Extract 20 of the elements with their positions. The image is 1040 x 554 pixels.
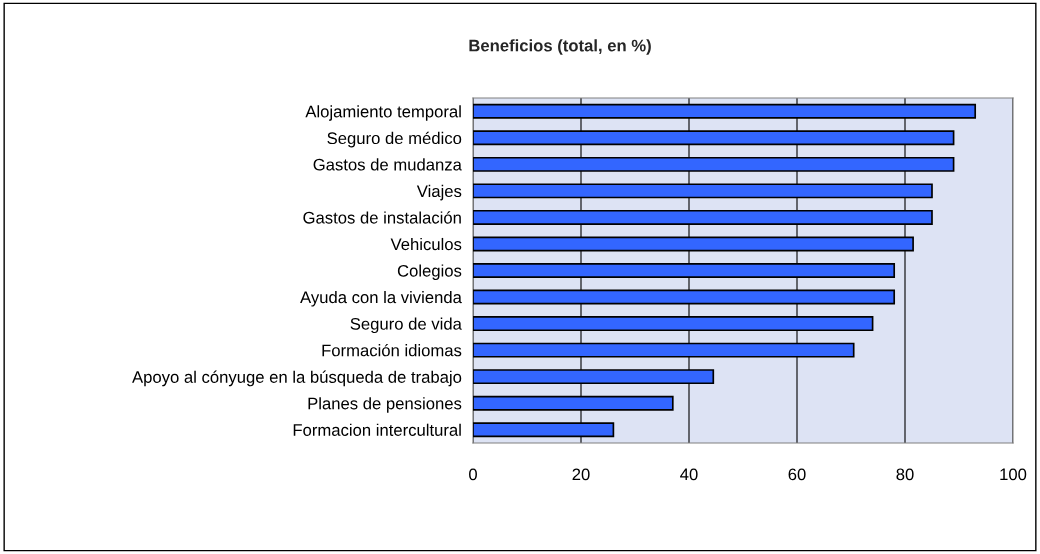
y-tick-label: Formación idiomas <box>322 343 462 357</box>
y-tick-label: Vehiculos <box>390 237 462 251</box>
y-tick-label: Alojamiento temporal <box>305 105 461 121</box>
x-tick-label: 100 <box>1000 468 1027 481</box>
y-tick-label: Seguro de médico <box>327 131 462 148</box>
x-tick-label: 0 <box>469 468 477 481</box>
x-tick-label: 20 <box>572 468 590 481</box>
x-tick-label: 60 <box>788 468 806 481</box>
y-tick-label: Ayuda con la vivienda <box>300 291 462 307</box>
y-tick-label: Colegios <box>397 264 462 280</box>
y-tick-label: Gastos de mudanza <box>313 158 462 171</box>
y-tick-label: Seguro de vida <box>350 317 462 334</box>
chart-title: Beneficios (total, en %) <box>469 39 651 55</box>
y-tick-label: Formacion intercultural <box>293 423 461 436</box>
x-tick-label: 80 <box>896 468 914 481</box>
y-tick-label: Apoyo al cónyuge en la búsqueda de trabajo <box>132 370 462 387</box>
x-tick-label: 40 <box>680 468 698 481</box>
y-tick-label: Viajes <box>416 184 462 201</box>
y-tick-label: Planes de pensiones <box>308 397 462 413</box>
y-tick-label: Gastos de instalación <box>303 211 461 224</box>
